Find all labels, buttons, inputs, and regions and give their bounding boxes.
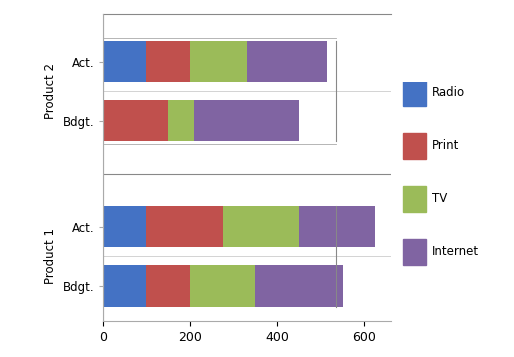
Bar [103,206,146,247]
Bar [146,265,190,307]
Bar [247,41,327,82]
Bar [168,100,194,141]
Bar [255,265,343,307]
Bar [103,100,168,141]
Bar [223,206,299,247]
Bar [146,206,223,247]
Text: TV: TV [432,192,447,205]
Bar [299,206,375,247]
Bar [190,41,247,82]
Bar [190,265,255,307]
FancyBboxPatch shape [403,133,426,159]
Text: Product 2: Product 2 [45,63,58,119]
Text: Internet: Internet [432,246,479,258]
Text: Radio: Radio [432,86,465,99]
Bar [103,41,146,82]
FancyBboxPatch shape [403,186,426,212]
Bar [146,41,190,82]
Bar [103,265,146,307]
Bar [194,100,299,141]
Text: Product 1: Product 1 [45,228,58,285]
FancyBboxPatch shape [403,239,426,265]
FancyBboxPatch shape [403,80,426,106]
Text: Print: Print [432,140,459,152]
